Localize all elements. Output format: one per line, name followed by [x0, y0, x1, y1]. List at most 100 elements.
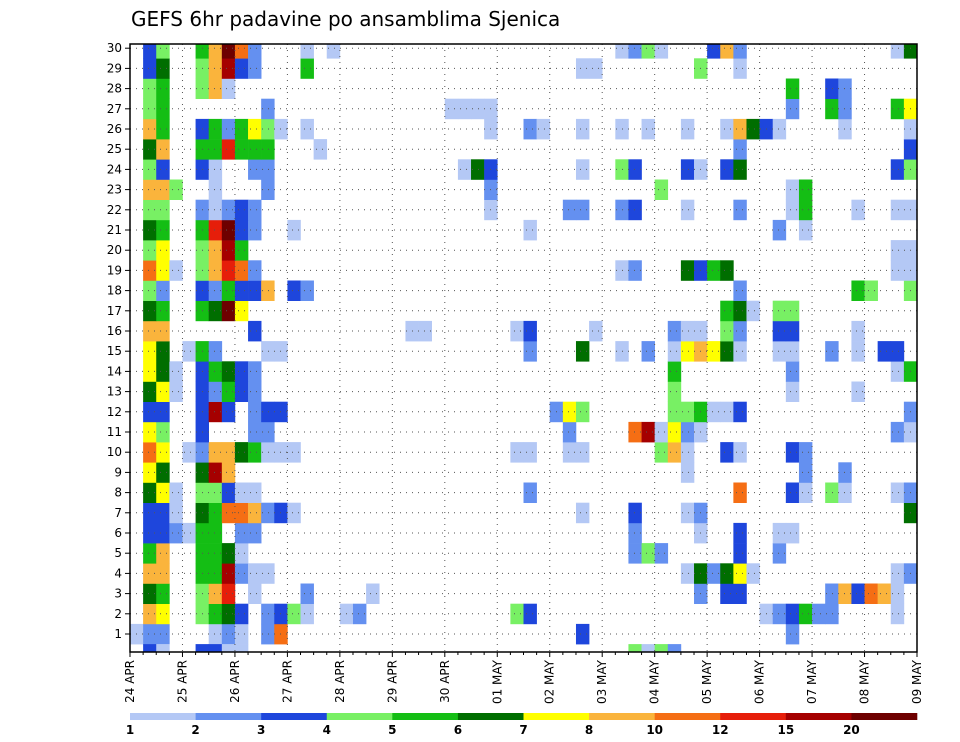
heatmap-cell — [772, 300, 787, 322]
heatmap-cell — [234, 44, 249, 59]
heatmap-cell — [156, 320, 170, 342]
heatmap-cell — [733, 320, 747, 342]
heatmap-cell — [143, 381, 157, 402]
heatmap-cell — [221, 644, 236, 653]
heatmap-cell — [680, 502, 695, 524]
heatmap-cell — [720, 300, 734, 322]
heatmap-cell — [248, 502, 262, 524]
heatmap-cell — [143, 401, 157, 423]
heatmap-cell — [143, 300, 157, 322]
heatmap-cell — [680, 341, 695, 362]
heatmap-cell — [641, 543, 655, 564]
heatmap-cell — [234, 381, 249, 402]
heatmap-cell — [156, 644, 170, 653]
heatmap-cell — [234, 623, 249, 645]
y-tick-label: 14 — [107, 364, 122, 378]
heatmap-cell — [143, 260, 157, 281]
heatmap-cell — [667, 320, 682, 342]
colorbar-swatch — [851, 713, 918, 720]
heatmap-cell — [680, 260, 695, 281]
heatmap-cell — [523, 219, 537, 241]
heatmap-cell — [208, 58, 223, 79]
heatmap-cell — [890, 159, 905, 180]
heatmap-cell — [156, 361, 170, 382]
heatmap-cell — [261, 603, 275, 625]
heatmap-cell — [589, 320, 603, 342]
heatmap-cell — [628, 260, 642, 281]
heatmap-cell — [248, 139, 262, 160]
heatmap-cell — [248, 563, 262, 584]
heatmap-cell — [641, 118, 655, 140]
heatmap-cell — [221, 482, 236, 503]
heatmap-cell — [707, 401, 721, 423]
heatmap-cell — [156, 78, 170, 99]
heatmap-cell — [261, 502, 275, 524]
heatmap-cell — [156, 502, 170, 524]
heatmap-cell — [208, 543, 223, 564]
heatmap-cell — [221, 78, 236, 99]
heatmap-cell — [523, 482, 537, 503]
heatmap-cell — [208, 623, 223, 645]
heatmap-cell — [825, 482, 839, 503]
heatmap-cell — [851, 583, 865, 604]
heatmap-cell — [143, 159, 157, 180]
heatmap-cell — [575, 118, 590, 140]
heatmap-cell — [536, 118, 551, 140]
heatmap-cell — [785, 341, 800, 362]
y-axis: 1234567891011121314151617181920212223242… — [107, 41, 130, 641]
heatmap-cell — [221, 563, 236, 584]
heatmap-cell — [208, 240, 223, 261]
heatmap-cell — [772, 219, 787, 241]
heatmap-cell — [772, 543, 787, 564]
heatmap-cell — [248, 199, 262, 221]
x-tick-label: 24 APR — [123, 660, 137, 703]
heatmap-cell — [208, 159, 223, 180]
heatmap-cell — [680, 462, 695, 483]
heatmap-cell — [221, 240, 236, 261]
heatmap-cell — [234, 58, 249, 79]
x-tick-label: 25 APR — [175, 660, 189, 703]
heatmap-cell — [746, 300, 760, 322]
heatmap-cell — [156, 421, 170, 443]
x-tick-label: 02 MAY — [543, 659, 557, 704]
heatmap-cell — [720, 118, 734, 140]
heatmap-cell — [772, 341, 787, 362]
heatmap-cell — [575, 623, 590, 645]
heatmap-cell — [615, 44, 629, 59]
heatmap-cell — [208, 522, 223, 544]
heatmap-cell — [825, 78, 839, 99]
x-tick-label: 28 APR — [333, 660, 347, 703]
heatmap-cell — [785, 603, 800, 625]
heatmap-cell — [575, 401, 590, 423]
heatmap-cell — [628, 421, 642, 443]
heatmap-cell — [733, 522, 747, 544]
heatmap-cell — [208, 118, 223, 140]
heatmap-cell — [300, 583, 314, 604]
heatmap-cell — [234, 543, 249, 564]
heatmap-cell — [143, 482, 157, 503]
heatmap-cell — [221, 118, 236, 140]
heatmap-cell — [510, 442, 524, 463]
x-tick-label: 05 MAY — [700, 659, 714, 704]
y-tick-label: 15 — [107, 344, 122, 358]
colorbar-swatch — [654, 713, 721, 720]
heatmap-cell — [221, 442, 236, 463]
heatmap-cell — [667, 361, 682, 382]
heatmap-cell — [261, 280, 275, 301]
heatmap-cell — [562, 421, 577, 443]
heatmap-cell — [169, 522, 183, 544]
heatmap-cell — [156, 118, 170, 140]
y-tick-label: 16 — [107, 324, 122, 338]
heatmap-cell — [628, 522, 642, 544]
heatmap-cell — [798, 219, 813, 241]
heatmap-cell — [208, 563, 223, 584]
heatmap-cell — [733, 118, 747, 140]
heatmap-cell — [838, 583, 852, 604]
heatmap-cell — [287, 603, 301, 625]
heatmap-cell — [234, 361, 249, 382]
heatmap-cell — [851, 381, 865, 402]
heatmap-cell — [234, 442, 249, 463]
heatmap-cell — [143, 522, 157, 544]
heatmap-cell — [287, 280, 301, 301]
heatmap-cell — [785, 623, 800, 645]
